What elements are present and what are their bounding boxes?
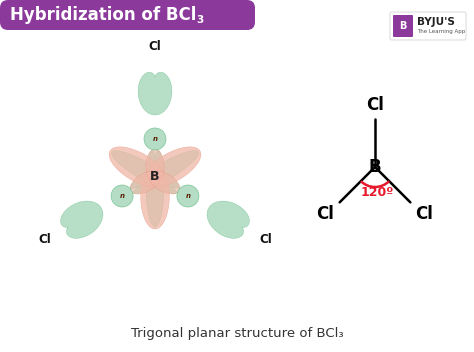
Polygon shape	[109, 147, 164, 187]
FancyBboxPatch shape	[390, 12, 466, 40]
Polygon shape	[130, 171, 160, 194]
Polygon shape	[150, 171, 180, 194]
Text: B: B	[369, 158, 381, 176]
Polygon shape	[141, 170, 169, 229]
Text: n: n	[185, 193, 191, 199]
Circle shape	[111, 185, 133, 207]
Polygon shape	[146, 147, 201, 187]
Text: n: n	[119, 193, 125, 199]
Text: BYJU'S: BYJU'S	[417, 17, 455, 27]
Text: Hybridization of BCl: Hybridization of BCl	[10, 6, 196, 24]
FancyBboxPatch shape	[393, 15, 413, 37]
Text: n: n	[153, 136, 157, 142]
Text: 3: 3	[196, 15, 203, 25]
Text: B: B	[399, 21, 407, 31]
Text: Cl: Cl	[259, 233, 272, 246]
Polygon shape	[61, 201, 103, 238]
Polygon shape	[207, 201, 249, 238]
Text: B: B	[150, 170, 160, 183]
FancyBboxPatch shape	[0, 0, 255, 30]
Text: Cl: Cl	[366, 96, 384, 114]
Polygon shape	[146, 151, 164, 227]
Polygon shape	[146, 149, 164, 181]
Text: 120º: 120º	[360, 187, 394, 200]
Polygon shape	[130, 151, 199, 194]
Text: Cl: Cl	[317, 205, 335, 223]
Text: The Learning App: The Learning App	[417, 29, 465, 33]
Text: Trigonal planar structure of BCl₃: Trigonal planar structure of BCl₃	[131, 327, 343, 340]
Polygon shape	[138, 72, 172, 115]
Circle shape	[144, 128, 166, 150]
Polygon shape	[111, 151, 180, 194]
Circle shape	[177, 185, 199, 207]
Text: Cl: Cl	[38, 233, 51, 246]
Text: Cl: Cl	[149, 40, 161, 54]
Text: Cl: Cl	[416, 205, 433, 223]
